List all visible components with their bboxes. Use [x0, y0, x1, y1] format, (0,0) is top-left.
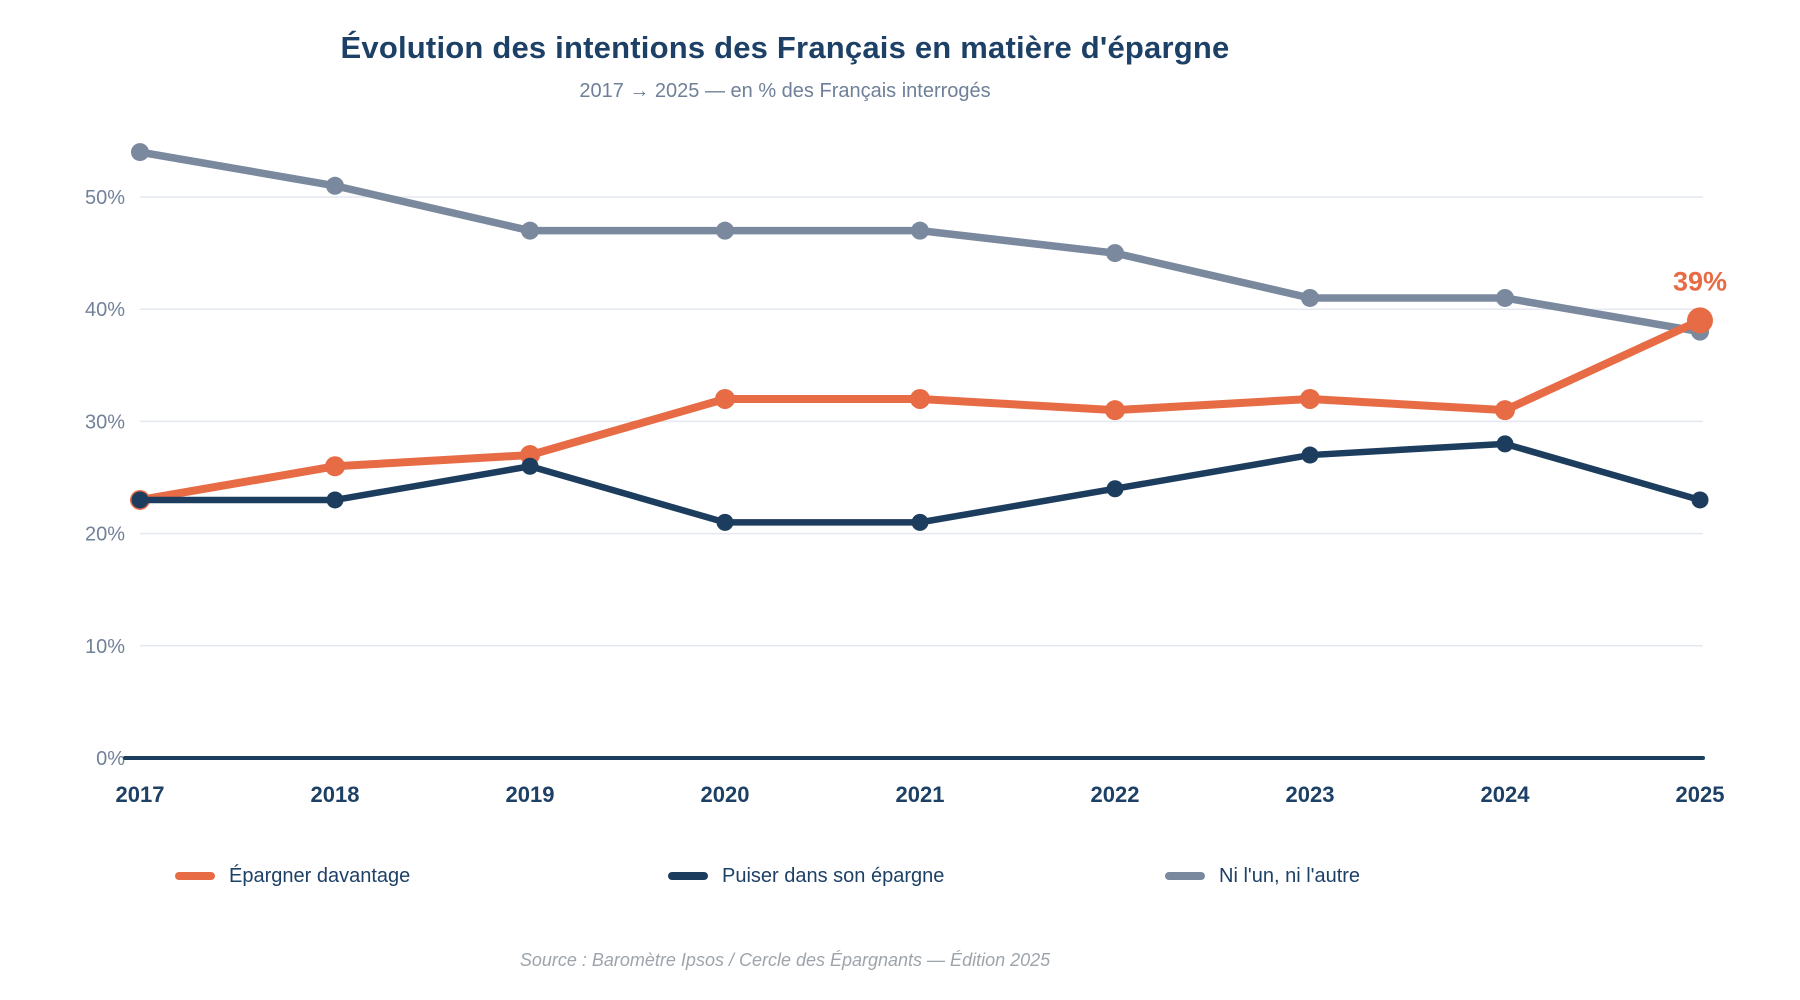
chart-title: Évolution des intentions des Français en…: [340, 30, 1230, 65]
data-point: [131, 491, 149, 509]
data-point: [326, 491, 344, 509]
data-point: [1496, 435, 1514, 453]
legend-swatch-puiser: [668, 872, 708, 880]
legend-swatch-ni-lun: [1165, 872, 1205, 880]
legend-item-epargner-davantage: Épargner davantage: [175, 862, 410, 890]
legend-label-puiser: Puiser dans son épargne: [722, 864, 945, 887]
data-point: [716, 513, 734, 531]
x-axis-tick-label: 2018: [311, 782, 360, 807]
data-point: [1106, 244, 1124, 263]
series-line-1: [136, 440, 1704, 526]
y-axis-tick-label: 30%: [85, 411, 125, 433]
data-point: [1495, 400, 1515, 421]
y-axis-tick-label: 20%: [85, 524, 125, 546]
data-point: [326, 176, 344, 195]
legend-item-puiser-epargne: Puiser dans son épargne: [668, 862, 944, 890]
data-point: [325, 456, 345, 477]
y-axis-tick-label: 0%: [96, 748, 125, 770]
data-point: [1496, 288, 1514, 307]
data-point: [910, 388, 930, 409]
legend-item-ni-lun-ni-lautre: Ni l'un, ni l'autre: [1165, 862, 1360, 890]
x-axis-tick-label: 2017: [116, 782, 165, 807]
series-line-2: [136, 148, 1704, 336]
x-axis-tick-label: 2023: [1286, 782, 1335, 807]
chart-subtitle: 2017 → 2025 — en % des Français interrog…: [579, 80, 991, 102]
x-axis-tick-label: 2020: [701, 782, 750, 807]
y-axis-tick-label: 50%: [85, 187, 125, 209]
legend-swatch-epargner: [175, 872, 215, 880]
legend-label-ni-lun: Ni l'un, ni l'autre: [1219, 864, 1361, 887]
data-point: [521, 221, 539, 240]
source-caption: Source : Baromètre Ipsos / Cercle des Ép…: [519, 950, 1051, 970]
data-point: [1106, 480, 1124, 498]
x-axis-tick-label: 2025: [1676, 782, 1725, 807]
series-line-0: [136, 316, 1704, 504]
data-point: [1300, 388, 1320, 409]
data-point: [1691, 491, 1709, 509]
legend-label-epargner: Épargner davantage: [229, 864, 411, 887]
x-axis-tick-label: 2024: [1481, 782, 1531, 807]
data-point: [911, 221, 929, 240]
data-point: [1301, 446, 1319, 464]
end-value-annotation: 39%: [1673, 266, 1727, 296]
chart-header: Évolution des intentions des Français en…: [0, 30, 1570, 103]
data-point: [911, 513, 929, 531]
data-point: [715, 388, 735, 409]
y-axis-tick-label: 10%: [85, 636, 125, 658]
data-point: [716, 221, 734, 240]
x-axis-tick-label: 2021: [896, 782, 945, 807]
data-point: [131, 143, 149, 162]
data-point: [521, 457, 539, 475]
x-axis-tick-label: 2022: [1091, 782, 1140, 807]
highlighted-data-point: [1687, 307, 1713, 334]
data-point: [1105, 400, 1125, 421]
y-axis-tick-label: 40%: [85, 299, 125, 321]
data-point: [1301, 288, 1319, 307]
x-axis-tick-label: 2019: [506, 782, 555, 807]
